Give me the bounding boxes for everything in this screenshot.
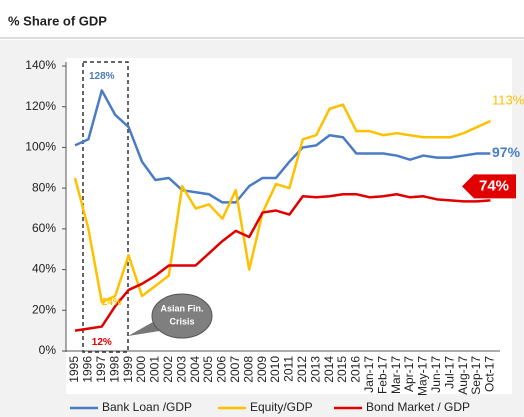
y-tick-label: 120% <box>25 99 56 113</box>
x-tick-label: 2011 <box>282 356 296 382</box>
x-tick-label: Feb-17 <box>375 356 389 394</box>
x-tick-label: Mar-17 <box>389 356 403 394</box>
x-tick-label: Aug-17 <box>456 356 470 395</box>
label-arrow <box>462 174 516 199</box>
x-tick-label: 2002 <box>161 356 175 383</box>
y-tick-label: 60% <box>32 221 56 235</box>
y-tick-label: 100% <box>25 140 56 154</box>
x-tick-label: 1997 <box>94 356 108 383</box>
x-tick-label: 2008 <box>241 356 255 383</box>
x-tick-label: Sep-17 <box>469 356 483 395</box>
x-tick-label: Apr-17 <box>402 356 416 392</box>
x-tick-label: 2007 <box>228 356 242 383</box>
value-label: 128% <box>89 71 115 82</box>
callout-text: Crisis <box>169 316 194 326</box>
x-tick-label: 2015 <box>335 356 349 383</box>
x-tick-label: 2004 <box>188 356 202 383</box>
x-tick-label: 2014 <box>322 356 336 383</box>
x-tick-label: Jul-17 <box>442 356 456 389</box>
series-line <box>74 193 491 332</box>
x-tick-label: 2013 <box>308 356 322 383</box>
x-tick-label: Jan-17 <box>362 356 376 393</box>
x-tick-label: 2012 <box>295 356 309 383</box>
x-tick-label: 2003 <box>174 356 188 383</box>
y-tick-label: 80% <box>32 180 56 194</box>
y-tick-label: 0% <box>39 343 57 357</box>
x-tick-label: Jun-17 <box>429 356 443 393</box>
y-tick-label: 140% <box>25 58 56 72</box>
y-tick-label: 40% <box>32 262 56 276</box>
value-label: 113% <box>492 92 524 107</box>
y-tick-label: 20% <box>32 302 56 316</box>
x-tick-label: 2005 <box>201 356 215 383</box>
series-line <box>74 89 491 204</box>
callout-text: Asian Fin. <box>160 303 203 313</box>
x-tick-label: 1996 <box>81 356 95 383</box>
x-tick-label: Oct-17 <box>483 356 497 392</box>
x-tick-label: 2001 <box>148 356 162 383</box>
legend-label: Equity/GDP <box>250 400 313 414</box>
plot-bg <box>66 58 512 394</box>
x-tick-label: 2009 <box>255 356 269 383</box>
x-tick-label: 1999 <box>121 356 135 383</box>
value-label: 97% <box>492 144 521 160</box>
x-tick-label: 1995 <box>67 356 81 383</box>
value-label: 12% <box>92 337 112 348</box>
x-tick-label: 2000 <box>134 356 148 383</box>
value-label: 74% <box>479 177 509 194</box>
x-tick-label: 2010 <box>268 356 282 383</box>
x-tick-label: 1998 <box>107 356 121 383</box>
legend-label: Bond Market / GDP <box>366 400 470 414</box>
legend-label: Bank Loan /GDP <box>102 400 192 414</box>
value-label: 24% <box>102 297 122 308</box>
chart-title: % Share of GDP <box>8 13 107 28</box>
callout-bubble <box>151 293 213 339</box>
series-line <box>73 103 491 304</box>
x-tick-label: 2006 <box>215 356 229 383</box>
x-tick-label: May-17 <box>416 356 430 396</box>
x-tick-label: 2016 <box>349 356 363 383</box>
